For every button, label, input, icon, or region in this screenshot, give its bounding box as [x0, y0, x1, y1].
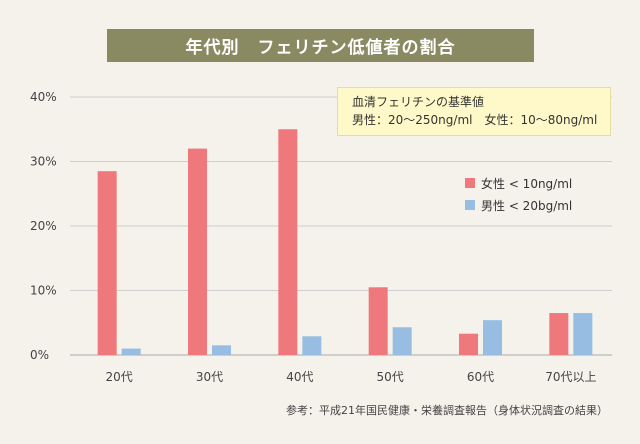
bar-male-1 [212, 345, 231, 355]
x-tick-label: 50代 [377, 370, 404, 384]
chart-title: 年代別 フェリチン低値者の割合 [107, 29, 534, 62]
bar-male-2 [302, 336, 322, 355]
x-tick-label: 60代 [467, 370, 494, 384]
x-tick-labels: 20代 30代 40代 50代 60代 70代以上 [106, 370, 597, 384]
legend-swatch-female [465, 178, 475, 188]
y-tick-label: 0% [30, 348, 49, 362]
y-tick-label: 40% [30, 90, 57, 104]
x-tick-label: 20代 [106, 370, 133, 384]
bar-female-2 [278, 129, 298, 355]
bar-female-0 [97, 171, 117, 355]
legend: 女性 < 10ng/ml 男性 < 20bg/ml [465, 172, 572, 216]
reference-detail: 男性：20〜250ng/ml 女性：10〜80ng/ml [352, 113, 598, 127]
reference-note: 血清フェリチンの基準値 男性：20〜250ng/ml 女性：10〜80ng/ml [337, 87, 611, 136]
legend-item-male: 男性 < 20bg/ml [465, 194, 572, 216]
y-tick-labels: 0% 10% 20% 30% 40% [30, 90, 57, 362]
legend-label-female: 女性 < 10ng/ml [481, 176, 573, 191]
bars [97, 129, 593, 355]
x-tick-label: 30代 [196, 370, 223, 384]
reference-heading: 血清フェリチンの基準値 [352, 95, 485, 109]
y-tick-label: 20% [30, 219, 57, 233]
source-note: 参考：平成21年国民健康・栄養調査報告（身体状況調査の結果） [286, 404, 608, 417]
x-tick-label: 70代以上 [545, 370, 596, 384]
bar-male-3 [392, 327, 412, 355]
bar-male-4 [483, 320, 502, 355]
legend-item-female: 女性 < 10ng/ml [465, 172, 572, 194]
bar-male-5 [573, 313, 593, 355]
x-tick-label: 40代 [286, 370, 313, 384]
bar-female-1 [188, 148, 207, 355]
legend-swatch-male [465, 200, 475, 210]
bar-male-0 [121, 348, 141, 355]
bar-female-4 [459, 333, 478, 355]
y-tick-label: 10% [30, 284, 57, 298]
legend-label-male: 男性 < 20bg/ml [481, 198, 573, 213]
y-tick-label: 30% [30, 155, 57, 169]
bar-female-5 [549, 313, 569, 355]
bar-female-3 [368, 287, 388, 355]
